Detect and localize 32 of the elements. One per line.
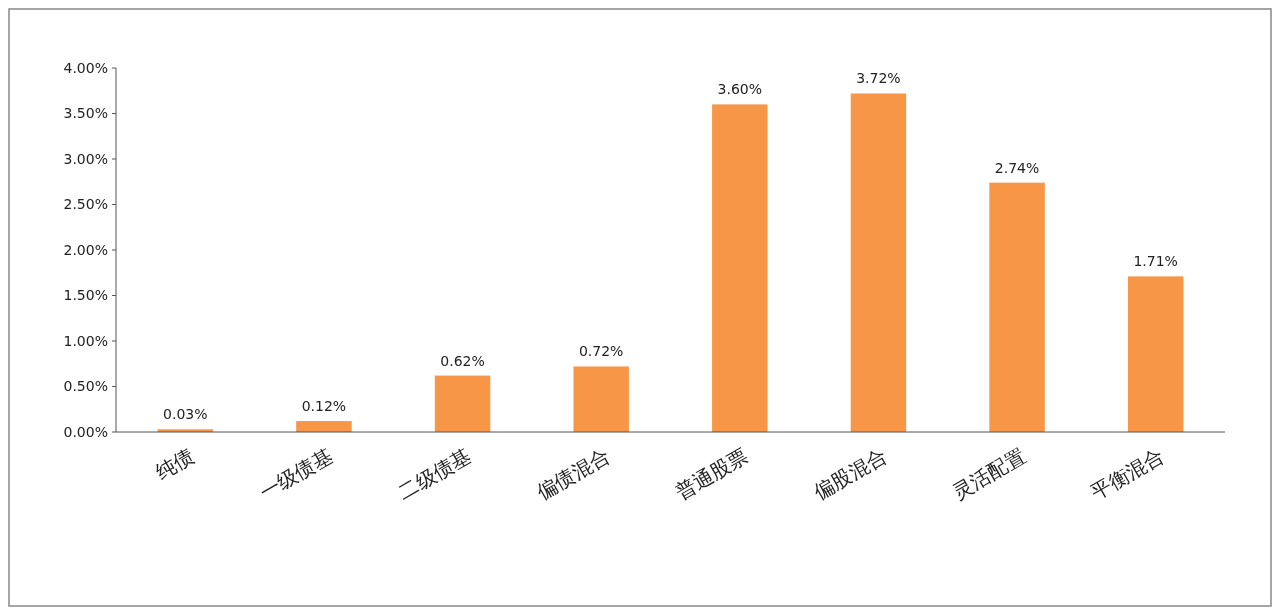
bar xyxy=(712,104,768,432)
bar xyxy=(434,375,491,432)
x-tick-label: 一级债基 xyxy=(255,443,337,505)
x-tick-label: 平衡混合 xyxy=(1086,443,1169,505)
x-tick-label: 纯债 xyxy=(151,443,198,485)
y-tick-label: 2.00% xyxy=(63,241,108,258)
x-tick-label: 偏股混合 xyxy=(809,443,891,505)
y-tick-label: 1.50% xyxy=(63,287,108,304)
y-tick-label: 4.00% xyxy=(63,59,108,76)
y-tick-label: 1.00% xyxy=(63,332,108,349)
data-label: 3.72% xyxy=(856,70,901,87)
bar xyxy=(989,182,1045,432)
data-label: 0.72% xyxy=(578,343,624,360)
data-label: 0.12% xyxy=(301,398,347,415)
bar xyxy=(573,366,629,432)
y-tick-label: 0.00% xyxy=(63,423,108,440)
y-tick-label: 3.50% xyxy=(63,105,108,122)
data-label: 2.74% xyxy=(994,159,1040,176)
data-label: 3.60% xyxy=(717,81,763,98)
x-tick-label: 二级债基 xyxy=(393,443,476,505)
y-tick-label: 0.50% xyxy=(63,378,108,395)
x-tick-label: 灵活配置 xyxy=(948,443,1030,505)
data-label: 0.03% xyxy=(163,406,208,423)
data-label: 1.71% xyxy=(1133,253,1178,270)
data-label: 0.62% xyxy=(440,352,485,369)
bar xyxy=(296,421,352,432)
y-tick-label: 2.50% xyxy=(63,196,108,213)
bar xyxy=(850,93,907,432)
bar xyxy=(1127,276,1184,432)
x-tick-label: 偏债混合 xyxy=(532,443,614,505)
y-tick-label: 3.00% xyxy=(63,150,108,167)
x-tick-label: 普通股票 xyxy=(671,443,753,505)
